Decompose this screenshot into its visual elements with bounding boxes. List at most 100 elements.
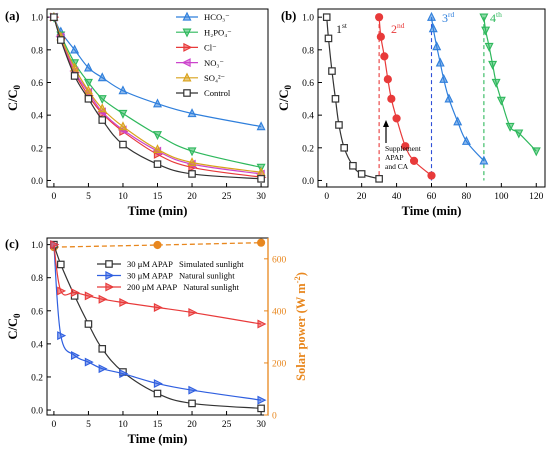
cycle-label-suffix: rd bbox=[448, 10, 454, 19]
x-tick-label: 20 bbox=[187, 192, 197, 202]
y-axis-label-sub: 0 bbox=[12, 84, 22, 89]
data-point bbox=[98, 364, 108, 374]
legend: 30 μM APAP Simulated sunlight 30 μM APAP … bbox=[97, 259, 244, 292]
cycle-label: 2nd bbox=[391, 21, 405, 36]
x-tick-label: 80 bbox=[462, 192, 472, 202]
data-point bbox=[481, 26, 491, 36]
data-point bbox=[453, 116, 463, 126]
x-tick-label: 25 bbox=[222, 420, 232, 430]
x-tick-label: 10 bbox=[118, 420, 128, 430]
data-point bbox=[50, 240, 60, 250]
y-tick-label: 0.4 bbox=[31, 340, 43, 350]
data-point bbox=[256, 121, 266, 131]
panel-label: (b) bbox=[281, 9, 296, 23]
data-point bbox=[84, 320, 93, 328]
data-point bbox=[119, 140, 127, 149]
y-axis-label: C/C0 bbox=[277, 84, 293, 111]
x-tick-label: 0 bbox=[324, 192, 329, 202]
cycle-label-suffix: st bbox=[342, 21, 348, 30]
data-point bbox=[83, 78, 93, 88]
data-point bbox=[392, 114, 401, 123]
y-tick-label: 1.0 bbox=[31, 241, 43, 251]
x-tick-label: 10 bbox=[118, 192, 128, 202]
x-tick-label: 60 bbox=[427, 192, 437, 202]
y-tick-label: 0.8 bbox=[31, 274, 43, 284]
y-tick-label: 0.6 bbox=[31, 79, 43, 89]
cycle-label-suffix: nd bbox=[397, 21, 405, 30]
data-point bbox=[340, 144, 348, 152]
x-tick-label: 5 bbox=[86, 420, 91, 430]
x-tick-label: 40 bbox=[392, 192, 402, 202]
x-tick-label: 15 bbox=[153, 192, 163, 202]
data-point bbox=[257, 319, 267, 329]
series-3 bbox=[479, 13, 541, 157]
data-point bbox=[488, 60, 498, 70]
series-1 bbox=[375, 13, 436, 180]
data-point bbox=[439, 73, 449, 83]
legend-label: H₂PO₄⁻ bbox=[204, 27, 232, 37]
cycle-label-suffix: th bbox=[496, 10, 502, 19]
data-point bbox=[349, 161, 357, 170]
data-point bbox=[70, 72, 79, 80]
data-point bbox=[153, 389, 162, 398]
legend-marker bbox=[105, 271, 115, 280]
solar-power-series bbox=[49, 238, 266, 252]
data-point bbox=[322, 13, 331, 21]
x-tick-label: 120 bbox=[529, 192, 544, 202]
y-tick-label: 0.2 bbox=[302, 144, 314, 154]
data-point bbox=[328, 67, 336, 75]
x-tick-label: 100 bbox=[494, 192, 509, 202]
data-point bbox=[479, 13, 489, 23]
data-point bbox=[153, 144, 162, 154]
x-tick-label: 20 bbox=[187, 420, 197, 430]
data-point bbox=[432, 41, 442, 51]
data-point bbox=[98, 345, 107, 353]
legend-label: Control bbox=[204, 88, 231, 98]
y-tick-label: 0.0 bbox=[31, 177, 43, 187]
y-axis-label-sub: 0 bbox=[12, 313, 22, 318]
x-tick-label: 15 bbox=[153, 420, 163, 430]
legend-marker bbox=[182, 72, 192, 82]
y-tick-label: 0.8 bbox=[31, 46, 43, 56]
data-point bbox=[57, 286, 67, 296]
legend-marker bbox=[183, 89, 191, 97]
data-point bbox=[188, 385, 198, 395]
legend-marker bbox=[182, 28, 192, 38]
data-point bbox=[50, 13, 58, 21]
data-point bbox=[188, 399, 196, 408]
series-line bbox=[430, 17, 485, 162]
legend-label: 200 μM APAP Natural sunlight bbox=[127, 282, 239, 292]
legend-marker bbox=[105, 282, 115, 292]
data-point bbox=[428, 23, 438, 33]
data-point bbox=[98, 116, 107, 124]
cycle-label-number: 1 bbox=[336, 22, 342, 36]
data-point bbox=[387, 94, 396, 103]
x-tick-label: 30 bbox=[256, 420, 266, 430]
data-point bbox=[496, 96, 506, 106]
data-point bbox=[479, 155, 489, 165]
data-point bbox=[83, 85, 93, 95]
y-tick-label: 0.8 bbox=[302, 46, 314, 56]
data-point bbox=[331, 95, 340, 103]
solar-power-point bbox=[153, 240, 162, 250]
y-tick-label: 0.2 bbox=[31, 144, 43, 154]
series-2 bbox=[427, 11, 489, 165]
data-point bbox=[97, 72, 107, 82]
y-tick-label: 0.4 bbox=[302, 112, 314, 122]
y-tick-label: 0.0 bbox=[31, 407, 43, 417]
data-point bbox=[383, 75, 392, 84]
legend-label: 30 μM APAP Simulated sunlight bbox=[127, 259, 244, 269]
panel-c: 0 5 10 15 20 25 30 0.0 0.2 0.4 0.6 0.8 1.0 Time (min)… bbox=[5, 237, 308, 446]
right-y-tick-label: 400 bbox=[272, 307, 287, 317]
panel-label: (c) bbox=[5, 237, 19, 251]
data-point bbox=[118, 85, 128, 95]
data-point bbox=[491, 78, 501, 88]
right-y-tick-label: 200 bbox=[272, 359, 287, 369]
data-point bbox=[257, 404, 265, 413]
data-point bbox=[484, 42, 494, 52]
data-point bbox=[119, 369, 129, 379]
data-point bbox=[505, 122, 515, 132]
data-point bbox=[461, 135, 471, 145]
